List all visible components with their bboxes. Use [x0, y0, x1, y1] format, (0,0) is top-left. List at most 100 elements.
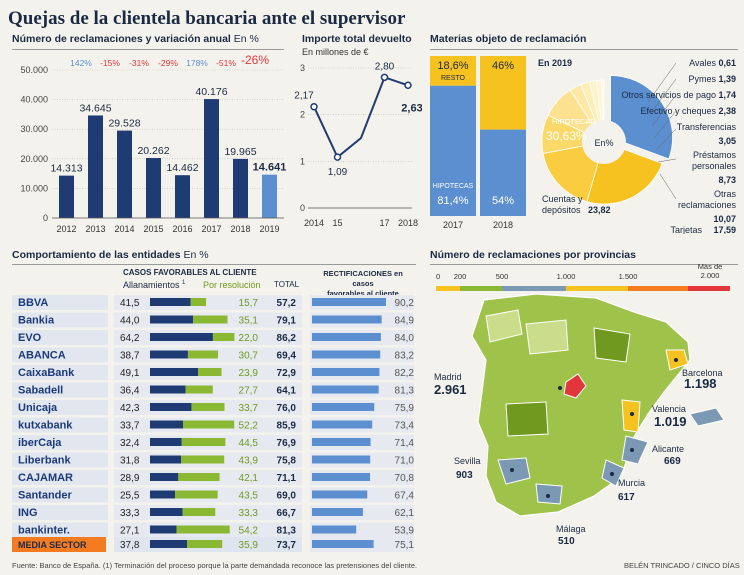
- resolucion-bar: [198, 368, 222, 376]
- bar-value-label: 14.313: [50, 163, 82, 175]
- data-label: 1,09: [328, 167, 348, 178]
- resolucion-header: Por resolución: [203, 280, 261, 290]
- allanamientos-bar: [150, 490, 175, 499]
- bank-name: Liberbank: [18, 455, 71, 467]
- bank-name: EVO: [18, 332, 42, 344]
- province-value: 510: [558, 536, 575, 547]
- rectificaciones-bar: [312, 490, 368, 499]
- resolucion-value: 43,9: [239, 456, 259, 467]
- x-tick-label: 15: [332, 218, 342, 228]
- pie-center-label: En%: [594, 138, 613, 148]
- rectificaciones-bar: [312, 368, 380, 376]
- rectificaciones-value: 75,9: [395, 403, 415, 414]
- bank-logo-bg: [12, 505, 108, 520]
- rectificaciones-bar: [312, 525, 357, 534]
- pie-label: Préstamos: [693, 150, 737, 160]
- province-value: 1.198: [684, 376, 717, 391]
- bank-name: MEDIA SECTOR: [18, 540, 87, 550]
- total-value: 64,1: [277, 386, 297, 397]
- resolucion-bar: [187, 350, 219, 359]
- rectificaciones-value: 81,3: [395, 386, 415, 397]
- rectificaciones-bar: [312, 350, 381, 359]
- province-value: 1.019: [654, 414, 687, 429]
- rule: [12, 264, 416, 265]
- allanamientos-value: 49,1: [120, 368, 140, 379]
- leader-line: [655, 128, 677, 151]
- rect-header-line1: RECTIFICACIONES en casos: [323, 269, 403, 288]
- allanamientos-value: 64,2: [120, 333, 140, 344]
- resolucion-bar: [187, 540, 223, 548]
- allanamientos-value: 31,8: [120, 456, 140, 467]
- allanamientos-header: Allanamientos 1: [123, 280, 185, 290]
- hipotecas-value-label: 54%: [492, 195, 514, 207]
- pie-value-hipotecas: 30,63%: [546, 129, 587, 143]
- x-tick-label: 2017: [443, 220, 463, 230]
- resto-series-label: RESTO: [441, 75, 466, 82]
- rule: [12, 49, 284, 50]
- data-point: [404, 81, 412, 90]
- stacked-bar-hipotecas: [430, 85, 476, 216]
- data-point: [380, 73, 389, 82]
- province: [497, 457, 531, 485]
- allanamientos-bar: [150, 368, 199, 376]
- rectificaciones-bar: [312, 420, 373, 429]
- allanamientos-value: 42,3: [120, 403, 140, 414]
- x-tick-label: 2012: [56, 224, 76, 234]
- province: [525, 319, 569, 355]
- bar-value-label: 20.262: [137, 145, 169, 157]
- resolucion-bar: [181, 455, 225, 464]
- baleares: [689, 407, 725, 427]
- comportamiento-heading: Comportamiento de las entidades En %: [12, 249, 209, 261]
- bar: [175, 175, 190, 218]
- legend-swatch: [436, 286, 460, 291]
- reclamaciones-unit: En %: [233, 33, 259, 45]
- allanamientos-value: 38,7: [120, 351, 140, 362]
- resolucion-bar: [212, 333, 235, 341]
- reclamaciones-heading-text: Número de reclamaciones y variación anua…: [12, 33, 231, 45]
- hipotecas-value-label: 81,4%: [437, 195, 468, 207]
- total-value: 81,3: [277, 526, 297, 537]
- leader-line: [651, 94, 677, 127]
- province-name: Sevilla: [454, 456, 481, 466]
- rectificaciones-value: 67,4: [395, 491, 415, 502]
- resolucion-value: 22,0: [239, 333, 259, 344]
- comportamiento-table: BBVA 41,5 15,7 57,2 90,2 Bankia 44,0 35,1 79,1 84…: [12, 295, 415, 552]
- casos-header: CASOS FAVORABLES AL CLIENTE: [123, 268, 257, 277]
- total-value: 71,1: [277, 473, 297, 484]
- allanamientos-value: 33,7: [120, 421, 140, 432]
- rule: [430, 264, 738, 265]
- total-value: 69,0: [277, 491, 297, 502]
- province-name: Murcia: [618, 478, 645, 488]
- bar-value-label: 14.641: [253, 162, 287, 174]
- bank-logo-bg: [12, 295, 108, 310]
- allanamientos-value: 41,5: [120, 298, 140, 309]
- resto-value-label: 46%: [492, 60, 514, 72]
- bank-logo-bg: [12, 400, 108, 415]
- legend-swatch: [566, 286, 628, 291]
- leader-line: [653, 110, 677, 139]
- bank-name: Bankia: [18, 315, 55, 327]
- resolucion-bar: [190, 298, 207, 306]
- bank-logo-bg: [12, 417, 108, 433]
- province-marker: [546, 494, 550, 498]
- hipotecas-series-label: HIPOTECAS: [433, 183, 474, 190]
- pie-value: 2,38: [718, 106, 736, 116]
- y-tick-label: 2: [300, 110, 305, 120]
- resolucion-bar: [182, 508, 216, 516]
- province-marker: [630, 448, 634, 452]
- x-tick-label: 2019: [259, 224, 279, 234]
- province-marker: [674, 358, 678, 362]
- bank-logo-bg: [12, 435, 108, 450]
- x-tick-label: 2015: [143, 224, 163, 234]
- legend-tick: 200: [454, 272, 467, 281]
- rectificaciones-bar: [312, 298, 386, 306]
- rectificaciones-value: 62,1: [395, 508, 415, 519]
- province-marker: [510, 468, 514, 472]
- rectificaciones-value: 53,9: [395, 526, 415, 537]
- data-label: 2,80: [375, 61, 395, 72]
- total-value: 75,8: [277, 456, 297, 467]
- materias-heading: Materias objeto de reclamación: [430, 33, 587, 45]
- allanamientos-value: 27,1: [120, 526, 140, 537]
- total-value: 86,2: [277, 333, 297, 344]
- resto-value-label: 18,6%: [437, 60, 468, 72]
